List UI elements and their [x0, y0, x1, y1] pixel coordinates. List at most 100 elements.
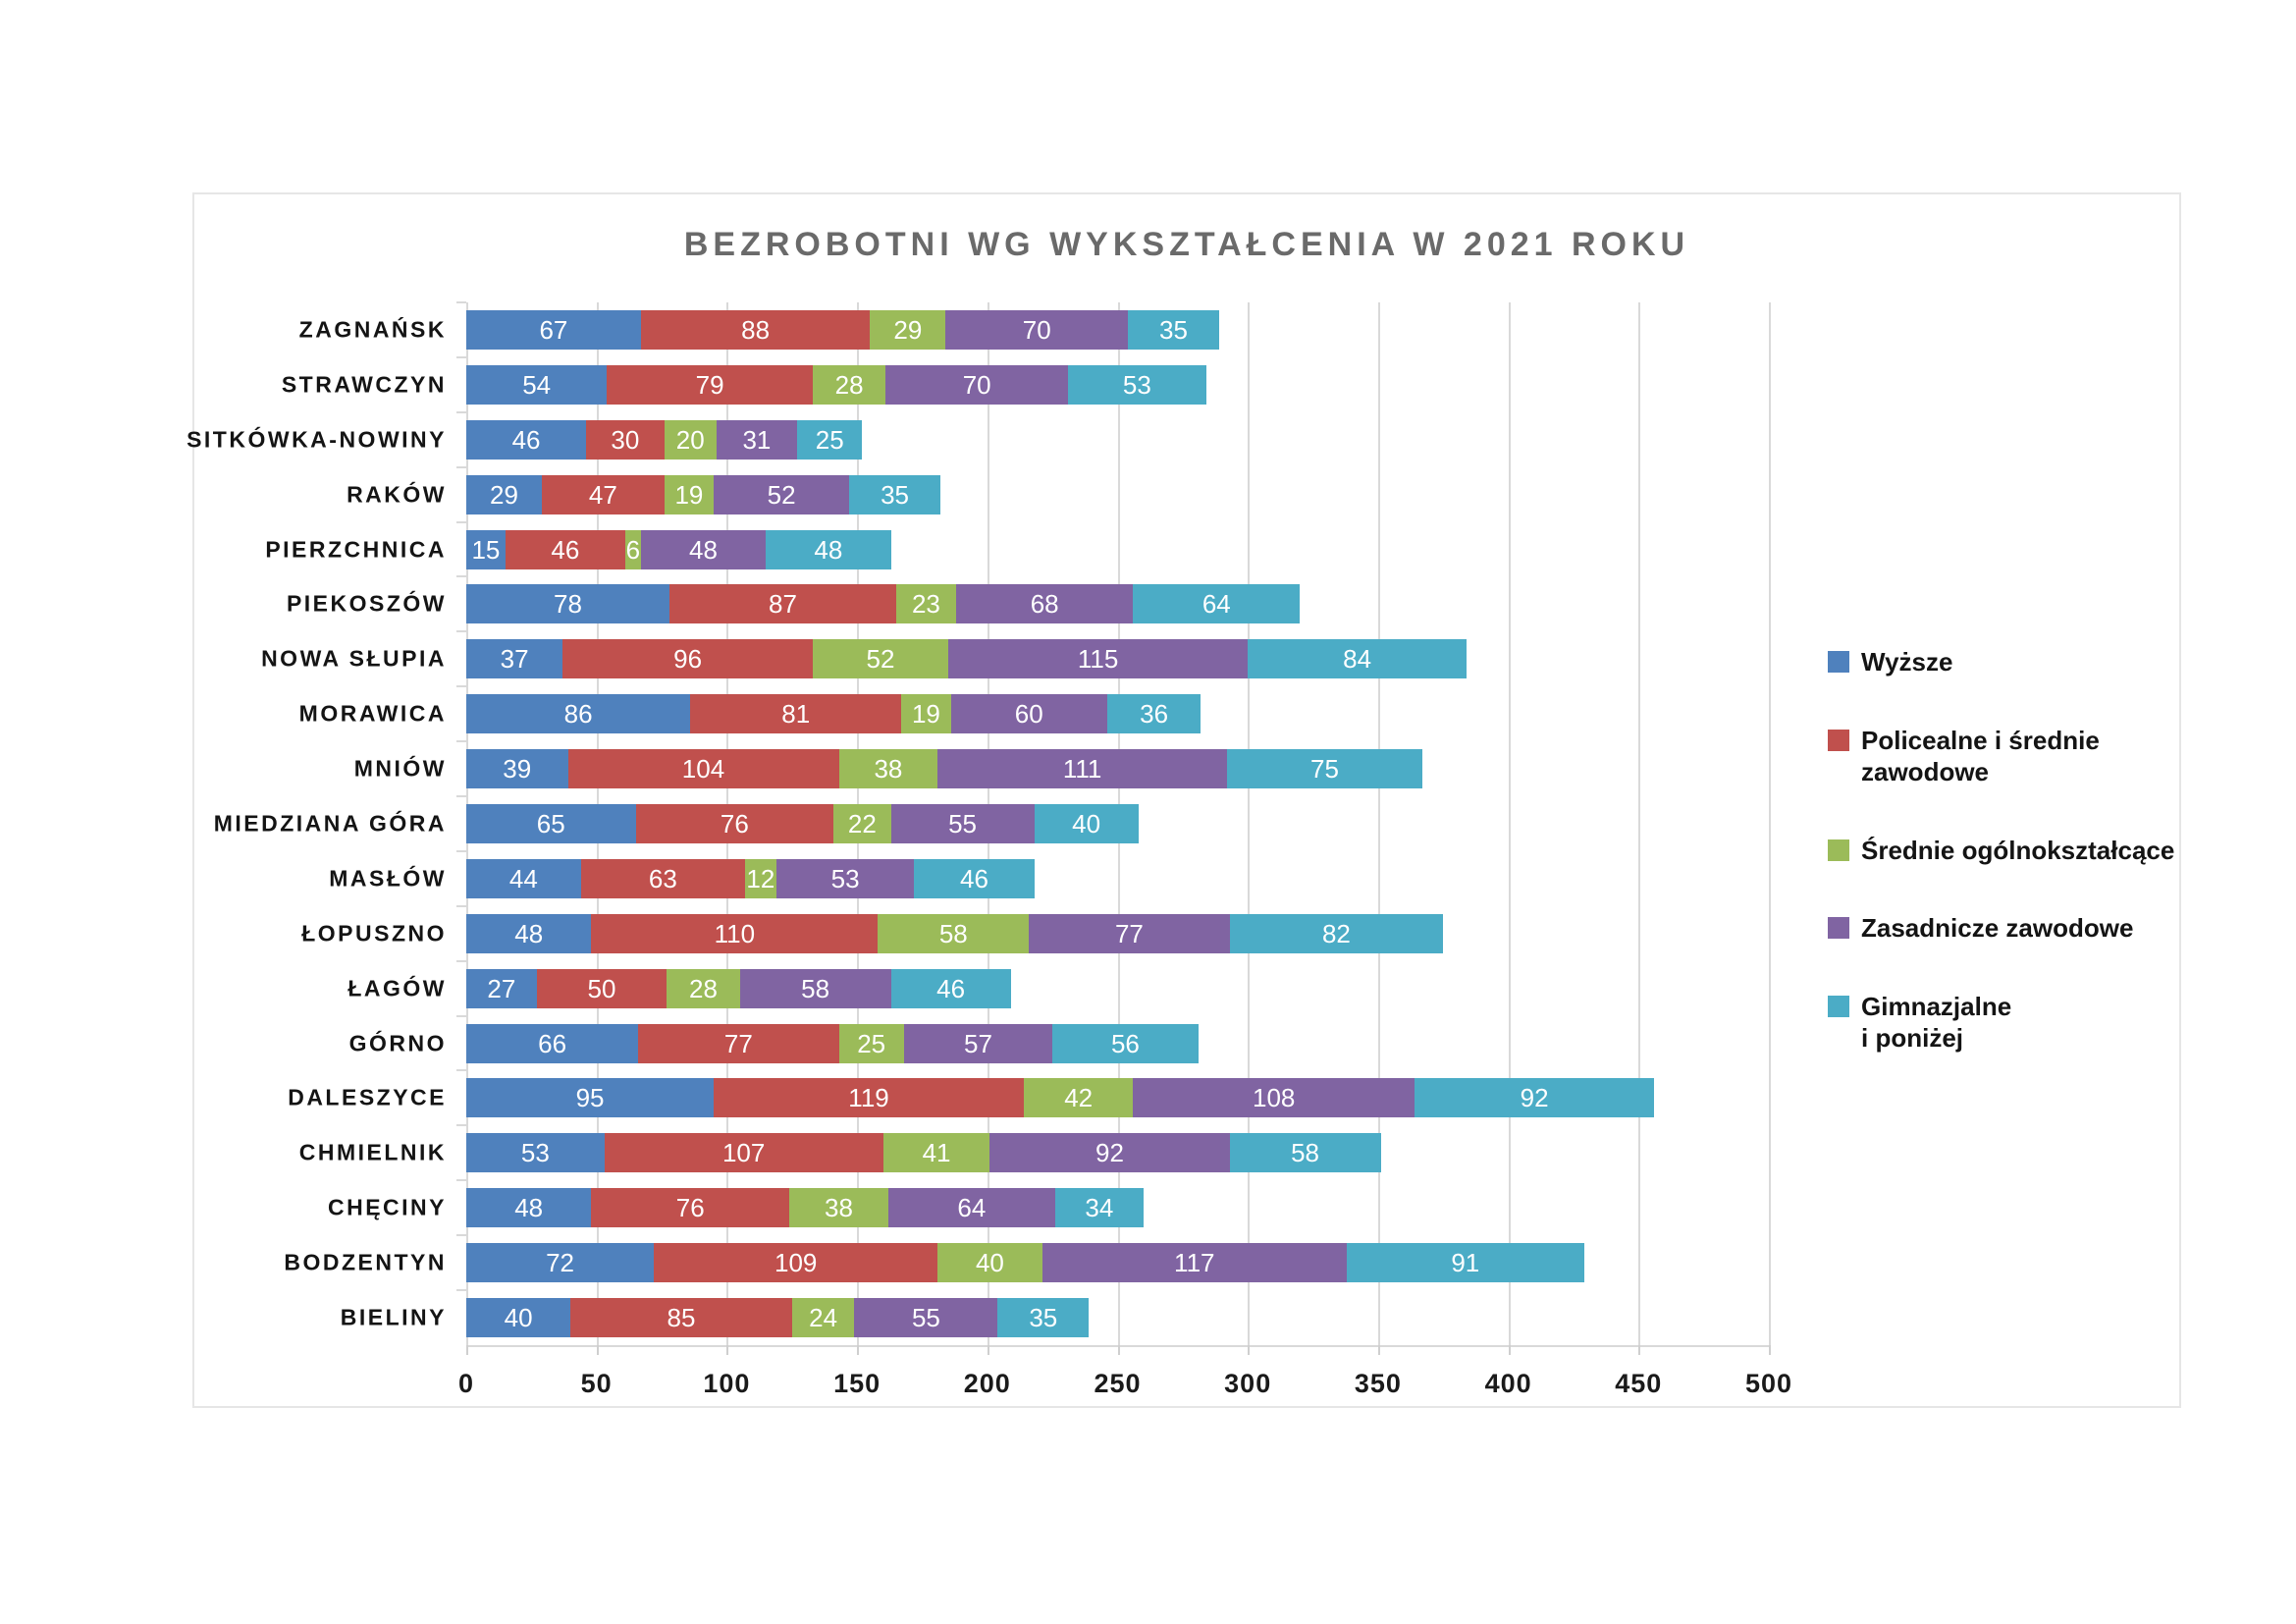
- bar-row: STRAWCZYN 54 79 28 70 53: [282, 355, 1769, 412]
- gridline: [1377, 302, 1380, 1345]
- segment-value-label: 68: [1030, 589, 1059, 620]
- bar-segment: 108: [1133, 1078, 1415, 1118]
- segment-value-label: 53: [520, 1138, 550, 1168]
- segment-value-label: 52: [767, 479, 796, 510]
- stacked-bar: 37 96 52 115 84: [466, 639, 1468, 679]
- bar-row: GÓRNO 66 77 25 57 56: [349, 1014, 1769, 1071]
- bar-segment: 22: [833, 803, 891, 843]
- segment-value-label: 47: [588, 479, 617, 510]
- segment-value-label: 78: [554, 589, 582, 620]
- x-axis-tick-label: 400: [1484, 1369, 1532, 1398]
- bar-segment: 12: [744, 858, 776, 898]
- bar-segment: 48: [640, 529, 767, 569]
- stacked-bar: 48 76 38 64 34: [466, 1188, 1144, 1228]
- bar-segment: 65: [466, 803, 636, 843]
- segment-value-label: 88: [741, 314, 771, 345]
- segment-value-label: 25: [815, 424, 844, 455]
- bar-segment: 56: [1052, 1023, 1199, 1063]
- segment-value-label: 82: [1321, 918, 1351, 948]
- segment-value-label: 24: [809, 1302, 838, 1332]
- bar-segment: 53: [1068, 364, 1206, 405]
- bar-segment: 77: [1029, 913, 1230, 953]
- segment-value-label: 110: [714, 918, 756, 948]
- segment-value-label: 15: [471, 534, 501, 565]
- bar-segment: 31: [716, 419, 798, 460]
- bar-segment: 35: [849, 474, 940, 514]
- segment-value-label: 19: [911, 699, 940, 730]
- segment-value-label: 60: [1014, 699, 1043, 730]
- segment-value-label: 31: [742, 424, 772, 455]
- segment-value-label: 46: [960, 863, 988, 893]
- segment-value-label: 58: [1291, 1138, 1320, 1168]
- bar-segment: 58: [1229, 1133, 1381, 1173]
- x-axis-tick: [1117, 1345, 1120, 1355]
- bar-segment: 34: [1054, 1188, 1144, 1228]
- bar-segment: 41: [882, 1133, 990, 1173]
- bar-segment: 110: [591, 913, 879, 953]
- segment-value-label: 76: [675, 1193, 705, 1223]
- bar-segment: 76: [591, 1188, 790, 1228]
- category-label: BODZENTYN: [284, 1249, 447, 1275]
- stacked-bar: 29 47 19 52 35: [466, 474, 940, 514]
- category-label: GÓRNO: [348, 1030, 447, 1056]
- bar-segment: 24: [791, 1297, 855, 1337]
- bar-segment: 85: [570, 1297, 792, 1337]
- segment-value-label: 35: [1029, 1302, 1058, 1332]
- segment-value-label: 104: [681, 754, 725, 785]
- bar-segment: 88: [640, 309, 871, 350]
- segment-value-label: 37: [500, 644, 529, 675]
- segment-value-label: 92: [1095, 1138, 1124, 1168]
- bar-segment: 66: [466, 1023, 639, 1063]
- bar-segment: 117: [1041, 1243, 1348, 1283]
- legend-label: Średnie ogólnokształcące: [1861, 835, 2175, 865]
- legend-swatch: [1828, 729, 1849, 751]
- bar-segment: 47: [541, 474, 665, 514]
- category-label: MIEDZIANA GÓRA: [213, 810, 447, 837]
- bar-segment: 96: [562, 639, 813, 679]
- segment-value-label: 72: [546, 1248, 574, 1278]
- bar-segment: 119: [714, 1078, 1024, 1118]
- segment-value-label: 52: [866, 644, 895, 675]
- bar-row: ŁAGÓW 27 50 28 58 46: [347, 959, 1769, 1016]
- segment-value-label: 65: [536, 808, 565, 839]
- bar-segment: 48: [766, 529, 891, 569]
- segment-value-label: 115: [1077, 644, 1119, 675]
- segment-value-label: 39: [503, 754, 532, 785]
- segment-value-label: 38: [825, 1193, 853, 1223]
- legend-swatch: [1828, 917, 1849, 939]
- bar-segment: 86: [466, 694, 691, 734]
- segment-value-label: 75: [1309, 754, 1339, 785]
- gridline: [1769, 302, 1771, 1345]
- segment-value-label: 40: [504, 1302, 533, 1332]
- bar-segment: 28: [667, 968, 740, 1008]
- x-axis-tick-label: 200: [963, 1369, 1011, 1398]
- bar-segment: 70: [945, 309, 1129, 350]
- segment-value-label: 38: [874, 754, 903, 785]
- segment-value-label: 79: [695, 369, 724, 400]
- segment-value-label: 50: [587, 973, 616, 1003]
- bar-row: PIEKOSZÓW 78 87 23 68 64: [287, 575, 1769, 631]
- bar-segment: 6: [624, 529, 641, 569]
- segment-value-label: 64: [1201, 589, 1231, 620]
- bar-segment: 55: [854, 1297, 998, 1337]
- segment-value-label: 29: [490, 479, 518, 510]
- bar-segment: 46: [890, 968, 1011, 1008]
- bar-segment: 39: [466, 749, 568, 789]
- segment-value-label: 46: [551, 534, 580, 565]
- segment-value-label: 6: [625, 534, 641, 565]
- bar-segment: 76: [635, 803, 834, 843]
- segment-value-label: 76: [720, 808, 749, 839]
- x-axis-tick: [1769, 1345, 1771, 1355]
- segment-value-label: 40: [975, 1248, 1004, 1278]
- x-axis-tick: [726, 1345, 729, 1355]
- bar-segment: 20: [664, 419, 717, 460]
- category-label: ŁOPUSZNO: [301, 920, 447, 947]
- bar-segment: 40: [466, 1297, 571, 1337]
- bar-row: MIEDZIANA GÓRA 65 76 22 55 40: [214, 795, 1769, 851]
- segment-value-label: 70: [1022, 314, 1051, 345]
- stacked-bar: 44 63 12 53 46: [466, 858, 1035, 898]
- legend-swatch: [1828, 995, 1849, 1017]
- bar-segment: 107: [604, 1133, 883, 1173]
- bar-segment: 27: [466, 968, 537, 1008]
- bar-segment: 63: [580, 858, 745, 898]
